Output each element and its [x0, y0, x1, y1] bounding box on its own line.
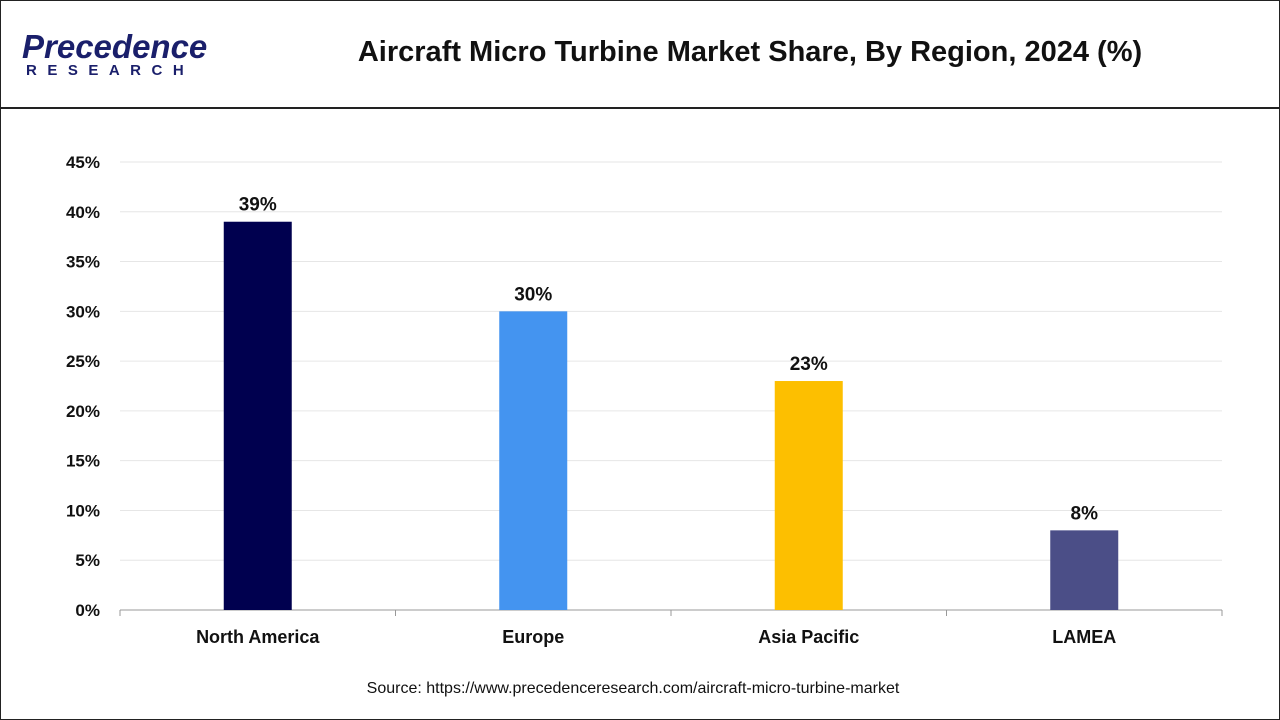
data-label: 8% [1071, 503, 1099, 524]
y-tick-label: 10% [66, 501, 100, 520]
x-tick-label: North America [196, 627, 320, 647]
logo-subtext: RESEARCH [26, 62, 195, 79]
x-tick-label: Asia Pacific [758, 627, 859, 647]
bar-north-america [223, 221, 292, 610]
bar-lamea [1050, 530, 1119, 610]
data-label: 23% [790, 354, 828, 375]
x-tick-label: Europe [502, 627, 564, 647]
y-tick-label: 25% [66, 352, 100, 371]
y-tick-label: 35% [66, 253, 100, 272]
y-tick-label: 15% [66, 452, 100, 471]
bar-asia-pacific [774, 381, 843, 610]
logo-text: Precedence [22, 28, 208, 65]
logo: Precedence RESEARCH [22, 28, 212, 84]
y-tick-label: 5% [75, 551, 100, 570]
source-text: Source: https://www.precedenceresearch.c… [366, 680, 900, 697]
y-tick-label: 40% [66, 203, 100, 222]
y-tick-label: 45% [66, 153, 100, 172]
y-tick-label: 30% [66, 302, 100, 321]
header: Precedence RESEARCH Aircraft Micro Turbi… [0, 0, 1280, 109]
x-tick-label: LAMEA [1052, 627, 1116, 647]
data-label: 30% [514, 284, 552, 305]
y-tick-label: 0% [75, 601, 100, 620]
y-tick-label: 20% [66, 402, 100, 421]
chart-title: Aircraft Micro Turbine Market Share, By … [357, 36, 1143, 68]
bar-europe [499, 311, 568, 610]
data-label: 39% [239, 195, 277, 216]
